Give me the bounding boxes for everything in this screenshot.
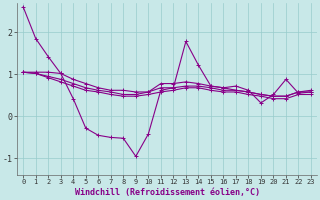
X-axis label: Windchill (Refroidissement éolien,°C): Windchill (Refroidissement éolien,°C) [75, 188, 260, 197]
